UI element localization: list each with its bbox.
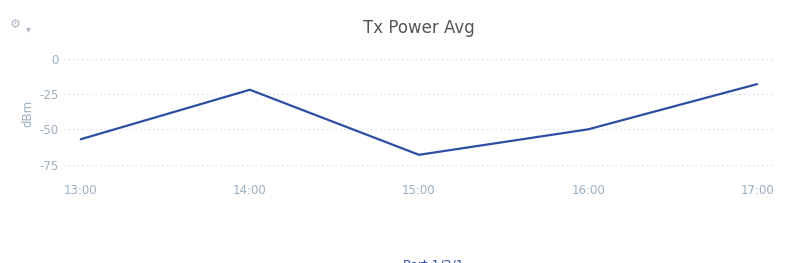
- Text: ⚙: ⚙: [10, 18, 21, 31]
- Text: ▾: ▾: [26, 24, 31, 34]
- Legend: Port 1/2/1: Port 1/2/1: [369, 254, 468, 263]
- Title: Tx Power Avg: Tx Power Avg: [363, 19, 475, 37]
- Y-axis label: dBm: dBm: [22, 99, 35, 127]
